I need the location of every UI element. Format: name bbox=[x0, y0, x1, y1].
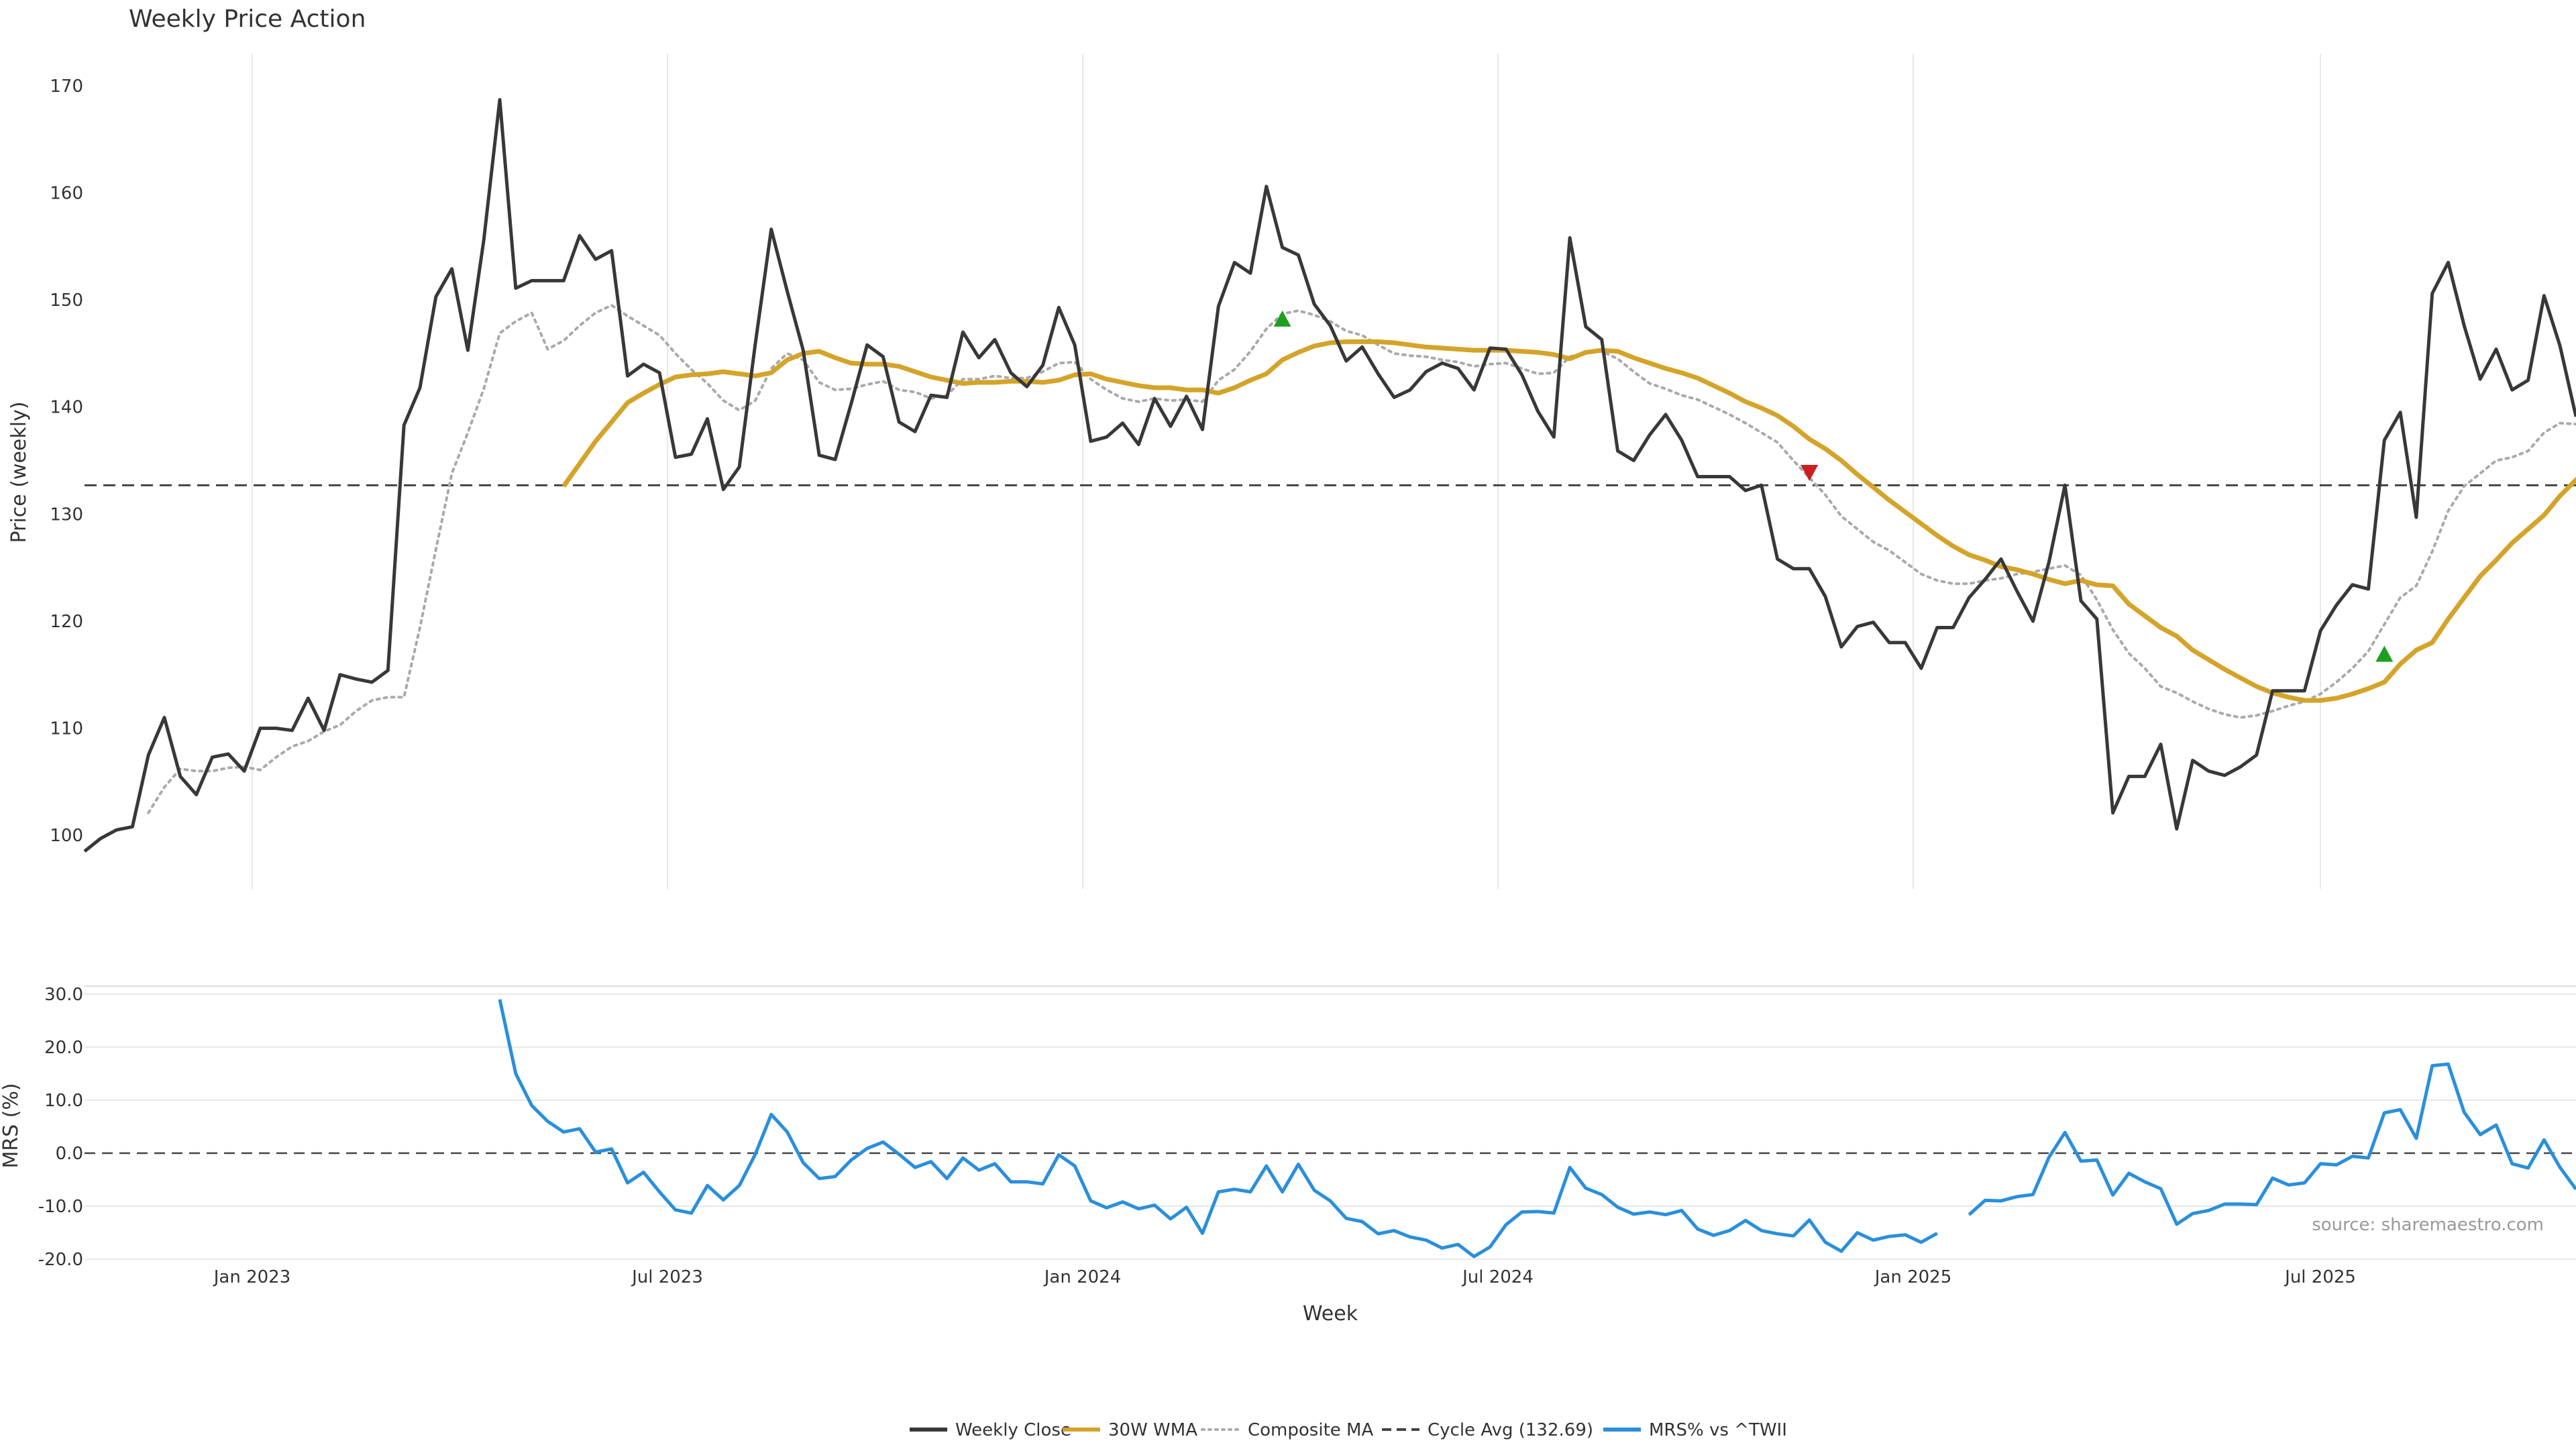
mrs-panel: 30.0 20.0 10.0 0.0 -10.0 -20.0 MRS (%) source… bbox=[0, 985, 2576, 1270]
wma-30w-line bbox=[561, 339, 2576, 703]
price-y-tick: 160 bbox=[50, 184, 83, 204]
x-tick-label: Jan 2023 bbox=[213, 1267, 291, 1287]
sell-signal-marker bbox=[1801, 465, 1819, 482]
mrs-y-axis-label: MRS (%) bbox=[0, 1083, 23, 1168]
composite-ma-line bbox=[147, 303, 2576, 814]
price-y-tick: 150 bbox=[50, 290, 83, 311]
mrs-line-segment bbox=[1968, 1062, 2576, 1226]
x-tick-label: Jul 2025 bbox=[2284, 1267, 2356, 1287]
price-y-ticks: 100 110 120 130 140 150 160 170 bbox=[50, 76, 83, 846]
legend: Weekly Close 30W WMA Composite MA Cycle Avg… bbox=[910, 1420, 1787, 1440]
buy-signal-marker bbox=[2375, 645, 2394, 662]
x-axis-label: Week bbox=[1303, 1302, 1358, 1326]
price-y-tick: 140 bbox=[50, 398, 83, 418]
legend-label: Weekly Close bbox=[955, 1420, 1071, 1440]
mrs-line-segment bbox=[498, 999, 1938, 1258]
mrs-y-tick: -10.0 bbox=[38, 1197, 83, 1217]
price-y-tick: 100 bbox=[50, 826, 83, 846]
legend-item: 30W WMA bbox=[1063, 1420, 1197, 1440]
legend-item: Composite MA bbox=[1201, 1420, 1373, 1440]
price-y-tick: 120 bbox=[50, 612, 83, 632]
source-note: source: sharemaestro.com bbox=[2312, 1215, 2544, 1235]
price-y-tick: 170 bbox=[50, 76, 83, 97]
mrs-y-ticks: 30.0 20.0 10.0 0.0 -10.0 -20.0 bbox=[38, 985, 83, 1270]
legend-item: Cycle Avg (132.69) bbox=[1382, 1420, 1593, 1440]
mrs-y-tick: 0.0 bbox=[56, 1144, 83, 1164]
price-grid bbox=[251, 54, 2322, 889]
legend-item: MRS% vs ^TWII bbox=[1603, 1420, 1787, 1440]
mrs-y-tick: 10.0 bbox=[44, 1091, 83, 1111]
weekly-close-line bbox=[83, 98, 2576, 853]
mrs-line bbox=[498, 999, 2576, 1258]
legend-label: 30W WMA bbox=[1108, 1420, 1197, 1440]
mrs-y-tick: 20.0 bbox=[44, 1038, 83, 1058]
mrs-y-tick: 30.0 bbox=[44, 985, 83, 1005]
price-y-axis-label: Price (weekly) bbox=[7, 401, 31, 543]
x-tick-label: Jul 2023 bbox=[631, 1267, 703, 1287]
x-tick-label: Jul 2024 bbox=[1461, 1267, 1534, 1287]
price-y-tick: 130 bbox=[50, 504, 83, 525]
mrs-grid bbox=[85, 993, 2576, 1260]
x-tick-label: Jan 2025 bbox=[1874, 1267, 1952, 1287]
x-tick-label: Jan 2024 bbox=[1043, 1267, 1122, 1287]
price-y-tick: 110 bbox=[50, 719, 83, 739]
legend-label: Cycle Avg (132.69) bbox=[1428, 1420, 1593, 1440]
price-panel: 100 110 120 130 140 150 160 170 Price (weekly) bbox=[7, 54, 2576, 889]
chart-title: Weekly Price Action bbox=[129, 5, 366, 33]
legend-label: MRS% vs ^TWII bbox=[1649, 1420, 1787, 1440]
x-tick-labels: Jan 2023 Jul 2023 Jan 2024 Jul 2024 Jan 2025… bbox=[213, 1267, 2356, 1287]
signal-markers bbox=[1273, 310, 2394, 662]
legend-label: Composite MA bbox=[1248, 1420, 1373, 1440]
mrs-y-tick: -20.0 bbox=[38, 1250, 83, 1270]
legend-item: Weekly Close bbox=[910, 1420, 1071, 1440]
buy-signal-marker bbox=[1273, 310, 1291, 327]
